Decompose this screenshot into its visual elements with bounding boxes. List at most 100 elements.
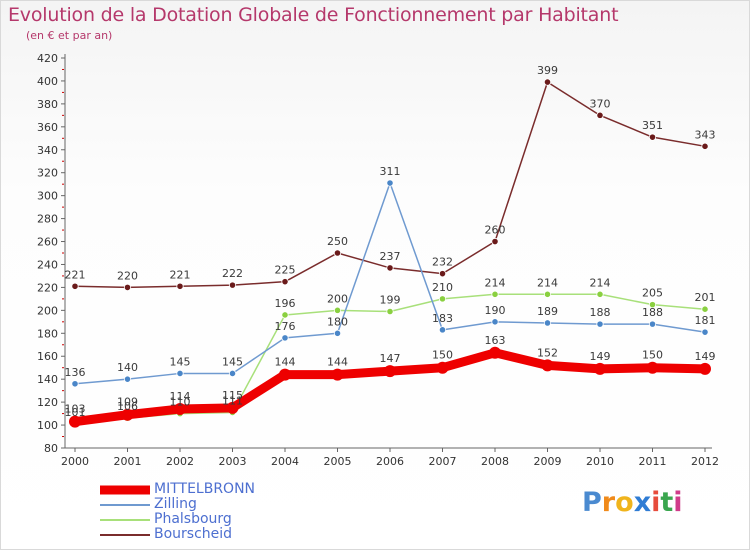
legend-label-mittelbronn: MITTELBRONN (154, 481, 256, 497)
data-label: 163 (485, 334, 506, 347)
data-point-zilling[interactable] (123, 375, 132, 383)
data-label: 111 (222, 394, 243, 407)
y-tick-label: 80 (44, 442, 58, 455)
proxiti-logo: Proxiti (582, 487, 683, 518)
data-label: 214 (590, 276, 611, 289)
data-label: 176 (275, 320, 296, 333)
x-tick-label: 2006 (376, 455, 404, 468)
data-point-zilling[interactable] (281, 334, 289, 342)
logo-letter: i (673, 487, 683, 518)
data-point-zilling[interactable] (491, 318, 499, 326)
data-point-mittelbronn[interactable] (226, 401, 239, 414)
x-tick-label: 2001 (114, 455, 142, 468)
data-point-zilling[interactable] (701, 328, 709, 336)
data-label: 260 (485, 224, 506, 237)
y-tick-label: 280 (37, 213, 58, 226)
data-point-bourscheid[interactable] (333, 249, 342, 257)
legend-item-bourscheid[interactable]: Bourscheid (100, 527, 340, 542)
data-point-phalsbourg[interactable] (596, 290, 604, 298)
data-point-zilling[interactable] (386, 179, 394, 187)
data-point-mittelbronn[interactable] (541, 359, 554, 372)
data-point-mittelbronn[interactable] (69, 415, 81, 428)
legend-label-phalsbourg: Phalsbourg (154, 511, 232, 527)
data-label: 180 (327, 315, 348, 328)
data-label: 222 (222, 267, 243, 280)
data-label: 210 (432, 281, 453, 294)
data-point-bourscheid[interactable] (386, 264, 394, 272)
y-tick-label: 300 (37, 190, 58, 203)
data-point-mittelbronn[interactable] (489, 346, 501, 359)
data-point-bourscheid[interactable] (228, 281, 237, 289)
legend-item-phalsbourg[interactable]: Phalsbourg (100, 512, 340, 527)
x-tick-label: 2002 (166, 455, 194, 468)
data-point-mittelbronn[interactable] (174, 403, 186, 415)
data-label: 232 (432, 256, 453, 269)
data-point-mittelbronn[interactable] (279, 368, 291, 381)
data-labels: 103 109 114 115 144 144 147 150 163 152 149 150 149 1… (65, 64, 716, 419)
data-label: 196 (275, 297, 296, 310)
data-point-bourscheid[interactable] (71, 282, 79, 290)
x-tick-label: 2005 (324, 455, 352, 468)
data-point-mittelbronn[interactable] (331, 368, 344, 381)
y-tick-label: 180 (37, 327, 58, 340)
y-tick-label: 140 (37, 373, 58, 386)
data-point-mittelbronn[interactable] (384, 365, 396, 378)
data-point-zilling[interactable] (333, 329, 342, 337)
data-point-phalsbourg[interactable] (333, 306, 342, 314)
data-point-phalsbourg[interactable] (648, 301, 657, 309)
x-tick-label: 2007 (429, 455, 457, 468)
logo-letter: r (601, 487, 616, 518)
data-point-mittelbronn[interactable] (436, 361, 449, 374)
data-point-phalsbourg[interactable] (281, 311, 289, 319)
data-point-bourscheid[interactable] (543, 78, 552, 86)
data-label: 110 (170, 396, 191, 409)
chart-subtitle: (en € et par an) (26, 29, 113, 42)
data-point-mittelbronn[interactable] (699, 362, 711, 375)
data-label: 351 (642, 119, 663, 132)
data-label: 214 (485, 276, 506, 289)
logo-letter: P (582, 487, 602, 518)
legend: MITTELBRONN Zilling Phalsbourg Bourschei… (100, 482, 340, 542)
data-point-zilling[interactable] (648, 320, 657, 328)
data-point-mittelbronn[interactable] (594, 362, 606, 375)
data-label: 149 (695, 350, 716, 363)
data-point-zilling[interactable] (438, 326, 447, 334)
data-point-bourscheid[interactable] (701, 142, 709, 150)
data-label: 399 (537, 64, 558, 77)
data-point-zilling[interactable] (176, 369, 184, 378)
legend-label-bourscheid: Bourscheid (154, 526, 233, 542)
logo-letter: t (660, 487, 674, 518)
data-label: 311 (380, 165, 401, 178)
data-point-phalsbourg[interactable] (701, 305, 709, 313)
data-point-phalsbourg[interactable] (543, 290, 552, 298)
data-point-phalsbourg[interactable] (491, 290, 499, 298)
x-tick-label: 2000 (61, 455, 89, 468)
data-point-bourscheid[interactable] (596, 111, 604, 119)
data-point-bourscheid[interactable] (648, 133, 657, 141)
legend-item-zilling[interactable]: Zilling (100, 497, 340, 512)
data-point-mittelbronn[interactable] (646, 361, 659, 374)
y-tick-label: 220 (37, 281, 58, 294)
y-tick-label: 160 (37, 350, 58, 363)
data-point-zilling[interactable] (543, 319, 552, 327)
data-point-zilling[interactable] (228, 369, 237, 378)
y-tick-label: 400 (37, 75, 58, 88)
x-tick-label: 2012 (691, 455, 719, 468)
data-label: 149 (590, 350, 611, 363)
legend-item-mittelbronn[interactable]: MITTELBRONN (100, 482, 340, 497)
data-point-bourscheid[interactable] (491, 237, 499, 246)
data-label: 201 (695, 291, 716, 304)
data-point-bourscheid[interactable] (123, 283, 132, 292)
data-point-zilling[interactable] (71, 380, 79, 388)
data-point-bourscheid[interactable] (281, 278, 289, 286)
data-point-phalsbourg[interactable] (438, 295, 447, 303)
data-point-zilling[interactable] (596, 320, 604, 328)
data-label: 200 (327, 292, 348, 305)
data-point-mittelbronn[interactable] (121, 408, 134, 421)
data-point-bourscheid[interactable] (176, 282, 184, 290)
logo-letter: o (615, 487, 634, 518)
y-tick-label: 420 (37, 52, 58, 65)
data-point-phalsbourg[interactable] (386, 307, 394, 316)
data-point-bourscheid[interactable] (438, 270, 447, 278)
